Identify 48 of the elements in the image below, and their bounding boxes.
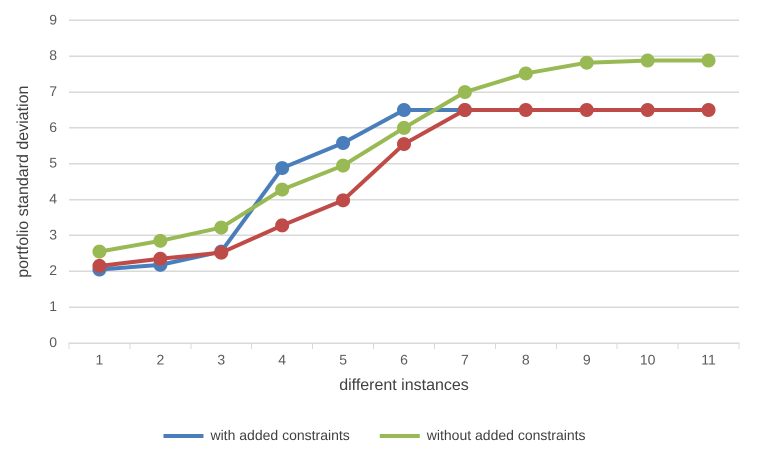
y-tick-label: 2 bbox=[49, 262, 58, 278]
x-tick-label: 4 bbox=[278, 351, 286, 368]
point bbox=[518, 103, 533, 118]
y-axis-title: portfolio standard deviation bbox=[15, 86, 32, 278]
point bbox=[336, 193, 350, 208]
x-tick-label: 7 bbox=[461, 351, 470, 368]
y-tick-label: 3 bbox=[49, 226, 58, 242]
point bbox=[580, 103, 594, 118]
x-tick-label: 1 bbox=[96, 351, 104, 368]
y-tick-label: 0 bbox=[49, 334, 58, 350]
point bbox=[640, 103, 655, 118]
point bbox=[275, 218, 290, 232]
y-tick-label: 7 bbox=[49, 82, 58, 99]
point bbox=[702, 54, 716, 68]
point bbox=[275, 182, 290, 197]
point bbox=[518, 66, 533, 80]
legend-label: without added constraints bbox=[426, 426, 586, 443]
y-tick-label: 4 bbox=[49, 190, 58, 206]
point bbox=[153, 252, 168, 266]
y-tick-label: 6 bbox=[49, 118, 58, 135]
point bbox=[640, 54, 655, 68]
y-tick-label: 8 bbox=[49, 47, 58, 64]
point bbox=[336, 158, 350, 173]
point bbox=[153, 234, 168, 248]
x-tick-label: 10 bbox=[640, 351, 656, 368]
x-tick-label: 2 bbox=[156, 351, 164, 368]
point bbox=[580, 56, 594, 70]
point bbox=[458, 85, 472, 100]
x-tick-label: 9 bbox=[582, 351, 591, 368]
point bbox=[702, 103, 716, 118]
point bbox=[336, 136, 350, 150]
x-tick-label: 8 bbox=[522, 351, 530, 368]
x-tick-label: 3 bbox=[217, 351, 226, 368]
point bbox=[396, 120, 411, 135]
y-tick-label: 9 bbox=[49, 11, 58, 28]
y-tick-label: 5 bbox=[49, 154, 58, 171]
point bbox=[214, 220, 228, 235]
point bbox=[92, 258, 106, 273]
point bbox=[396, 137, 411, 152]
point bbox=[275, 161, 290, 176]
legend-label: with added constraints bbox=[209, 426, 350, 443]
x-tick-label: 5 bbox=[339, 351, 348, 368]
x-tick-label: 6 bbox=[400, 351, 408, 368]
y-tick-label: 1 bbox=[49, 298, 58, 314]
x-axis-title: different instances bbox=[339, 376, 469, 394]
x-tick-label: 11 bbox=[701, 351, 716, 368]
point bbox=[396, 103, 411, 118]
point bbox=[92, 244, 106, 259]
